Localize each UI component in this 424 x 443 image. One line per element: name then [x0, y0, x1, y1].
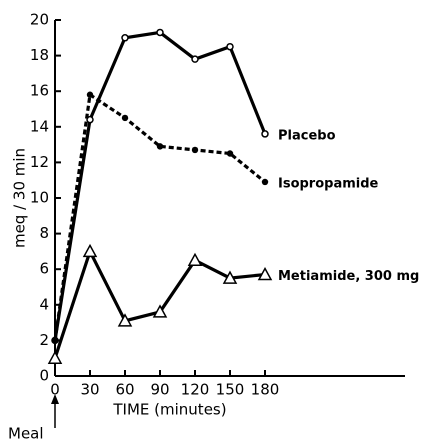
- marker: [82, 243, 98, 258]
- marker: [187, 252, 203, 267]
- marker: [261, 130, 269, 138]
- x-tick-label: 90: [150, 381, 169, 399]
- marker: [226, 150, 234, 157]
- x-tick-label: 180: [251, 381, 280, 399]
- marker: [156, 28, 164, 37]
- y-tick-label: 6: [39, 260, 49, 278]
- x-tick-label: 0: [50, 381, 60, 399]
- y-tick-label: 0: [39, 367, 49, 385]
- annotation: Meal: [8, 425, 44, 443]
- x-tick-label: 120: [181, 381, 210, 399]
- marker: [156, 143, 164, 150]
- marker: [257, 266, 273, 281]
- marker: [191, 146, 199, 154]
- y-tick-label: 12: [30, 153, 49, 171]
- y-tick-label: 18: [30, 46, 49, 64]
- marker: [121, 114, 129, 122]
- x-tick-label: 60: [115, 381, 134, 399]
- series-label: Isopropamide: [278, 176, 379, 191]
- y-tick-label: 14: [30, 117, 49, 135]
- meal-arrow-head: [51, 394, 59, 404]
- y-tick-label: 10: [30, 189, 49, 207]
- marker: [152, 304, 168, 318]
- marker: [86, 115, 94, 124]
- series-label: Placebo: [278, 128, 336, 143]
- series-label: Metiamide, 300 mg: [278, 269, 419, 284]
- marker: [86, 91, 94, 98]
- x-axis-label: TIME (minutes): [112, 401, 226, 419]
- marker: [117, 313, 133, 327]
- y-tick-label: 8: [39, 224, 49, 242]
- marker: [51, 337, 59, 344]
- y-tick-label: 16: [30, 82, 49, 100]
- marker: [261, 178, 269, 186]
- y-tick-label: 2: [39, 331, 49, 349]
- y-tick-label: 20: [30, 11, 49, 29]
- marker: [47, 350, 63, 364]
- marker: [191, 55, 199, 63]
- marker: [226, 42, 234, 51]
- marker: [222, 270, 238, 284]
- x-tick-label: 150: [216, 381, 245, 399]
- marker: [121, 34, 129, 42]
- y-axis-label: meq / 30 min: [11, 148, 29, 248]
- series-line: [53, 30, 267, 341]
- y-tick-label: 4: [39, 295, 49, 313]
- x-tick-label: 30: [80, 381, 99, 399]
